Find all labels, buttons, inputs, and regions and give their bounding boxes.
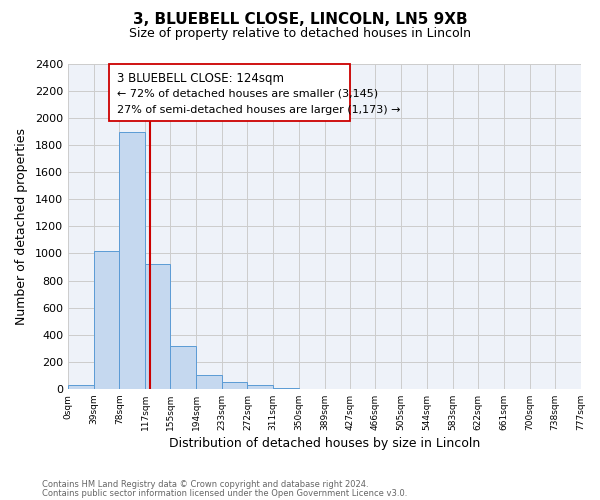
Bar xyxy=(145,264,170,389)
Text: 27% of semi-detached houses are larger (1,173) →: 27% of semi-detached houses are larger (… xyxy=(117,104,400,115)
Bar xyxy=(247,385,273,389)
Text: 3, BLUEBELL CLOSE, LINCOLN, LN5 9XB: 3, BLUEBELL CLOSE, LINCOLN, LN5 9XB xyxy=(133,12,467,28)
Bar xyxy=(222,382,247,389)
Text: Size of property relative to detached houses in Lincoln: Size of property relative to detached ho… xyxy=(129,28,471,40)
Text: ← 72% of detached houses are smaller (3,145): ← 72% of detached houses are smaller (3,… xyxy=(117,88,378,99)
Text: Contains public sector information licensed under the Open Government Licence v3: Contains public sector information licen… xyxy=(42,488,407,498)
Y-axis label: Number of detached properties: Number of detached properties xyxy=(15,128,28,325)
Text: 3 BLUEBELL CLOSE: 124sqm: 3 BLUEBELL CLOSE: 124sqm xyxy=(117,72,284,85)
Bar xyxy=(119,132,145,389)
Bar xyxy=(68,386,94,389)
X-axis label: Distribution of detached houses by size in Lincoln: Distribution of detached houses by size … xyxy=(169,437,480,450)
FancyBboxPatch shape xyxy=(109,64,350,121)
Bar xyxy=(94,251,119,389)
Bar xyxy=(196,374,222,389)
Text: Contains HM Land Registry data © Crown copyright and database right 2024.: Contains HM Land Registry data © Crown c… xyxy=(42,480,368,489)
Bar xyxy=(170,346,196,389)
Bar xyxy=(273,388,299,389)
